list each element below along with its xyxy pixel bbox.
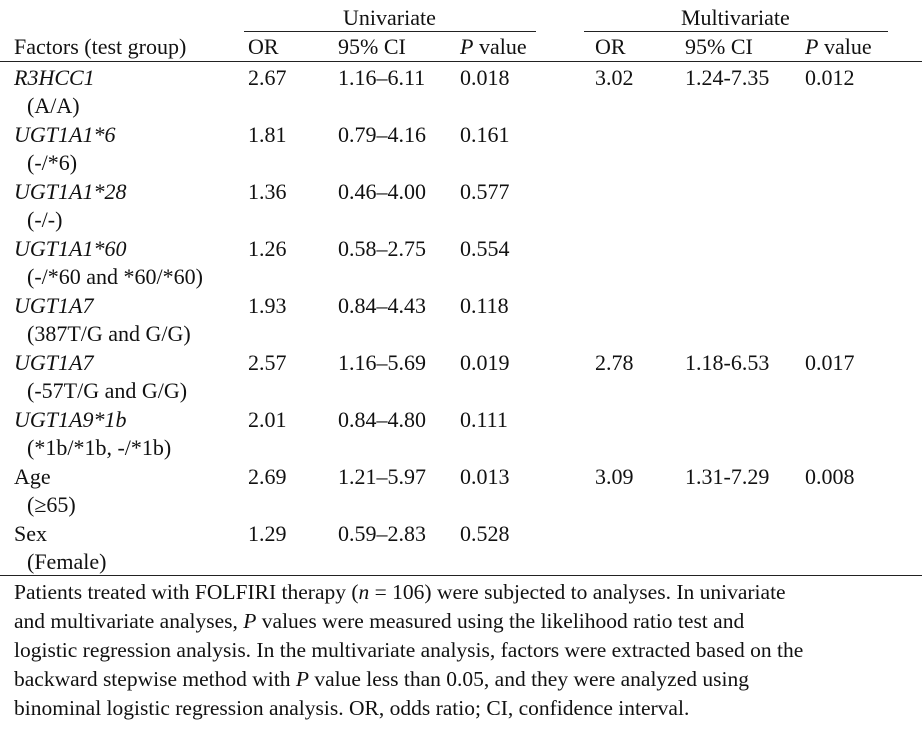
cell-u-p: 0.161	[460, 122, 510, 147]
cell-m-p: 0.017	[805, 350, 855, 375]
factor-test-group: (387T/G and G/G)	[27, 321, 191, 346]
factor-name: UGT1A7	[14, 350, 94, 375]
cell-m-p: 0.012	[805, 65, 855, 90]
cell-u-or: 1.29	[248, 521, 287, 546]
cell-u-p: 0.554	[460, 236, 510, 261]
univariate-underline	[244, 31, 536, 32]
factor-name: R3HCC1	[14, 65, 95, 90]
cell-u-ci: 1.21–5.97	[338, 464, 426, 489]
cell-u-p: 0.577	[460, 179, 510, 204]
factor-test-group: (-/-)	[27, 207, 63, 232]
factor-test-group: (-/*6)	[27, 150, 78, 175]
factor-name: UGT1A1*28	[14, 179, 127, 204]
footnote-text: Patients treated with FOLFIRI therapy (	[14, 580, 359, 604]
cell-u-ci: 0.84–4.80	[338, 407, 426, 432]
cell-u-p: 0.111	[460, 407, 508, 432]
cell-u-or: 1.36	[248, 179, 287, 204]
footnote-text: n	[358, 580, 370, 604]
cell-u-p: 0.013	[460, 464, 510, 489]
header-m-ci: 95% CI	[685, 34, 753, 59]
footnote: Patients treated with FOLFIRI therapy (n…	[14, 578, 918, 723]
cell-u-ci: 0.59–2.83	[338, 521, 426, 546]
footnote-text: P	[295, 667, 309, 691]
factor-test-group: (-57T/G and G/G)	[27, 378, 188, 403]
cell-m-or: 3.02	[595, 65, 634, 90]
cell-u-or: 2.57	[248, 350, 287, 375]
cell-u-ci: 1.16–6.11	[338, 65, 426, 90]
header-rule	[0, 61, 922, 62]
factor-name: UGT1A1*6	[14, 122, 116, 147]
footnote-text: value less than 0.05, and they were anal…	[308, 667, 749, 691]
cell-u-or: 1.26	[248, 236, 287, 261]
header-multivariate: Multivariate	[681, 5, 790, 30]
cell-u-p: 0.528	[460, 521, 510, 546]
footnote-text: logistic regression analysis. In the mul…	[14, 638, 804, 662]
bottom-rule	[0, 575, 922, 576]
cell-u-p: 0.118	[460, 293, 509, 318]
cell-u-ci: 0.79–4.16	[338, 122, 426, 147]
cell-u-p: 0.018	[460, 65, 510, 90]
cell-u-p: 0.019	[460, 350, 510, 375]
factor-name: UGT1A7	[14, 293, 94, 318]
factor-test-group: (A/A)	[27, 93, 80, 118]
cell-u-or: 1.93	[248, 293, 287, 318]
header-u-ci: 95% CI	[338, 34, 406, 59]
factor-test-group: (Female)	[27, 549, 107, 574]
footnote-text: backward stepwise method with	[14, 667, 296, 691]
cell-m-ci: 1.18-6.53	[685, 350, 770, 375]
header-m-or: OR	[595, 34, 626, 59]
cell-u-or: 2.01	[248, 407, 287, 432]
footnote-line: logistic regression analysis. In the mul…	[14, 636, 918, 665]
factor-name: Sex	[14, 521, 47, 546]
factor-test-group: (-/*60 and *60/*60)	[27, 264, 203, 289]
factor-name: UGT1A9*1b	[14, 407, 127, 432]
cell-m-ci: 1.31-7.29	[685, 464, 770, 489]
header-univariate: Univariate	[343, 5, 436, 30]
footnote-line: and multivariate analyses, P values were…	[14, 607, 918, 636]
cell-u-or: 2.69	[248, 464, 287, 489]
cell-m-p: 0.008	[805, 464, 855, 489]
cell-m-ci: 1.24-7.35	[685, 65, 770, 90]
cell-u-or: 1.81	[248, 122, 287, 147]
cell-u-ci: 0.84–4.43	[338, 293, 426, 318]
cell-u-or: 2.67	[248, 65, 287, 90]
factor-name: UGT1A1*60	[14, 236, 127, 261]
header-factors: Factors (test group)	[14, 34, 187, 59]
cell-m-or: 3.09	[595, 464, 634, 489]
cell-u-ci: 0.58–2.75	[338, 236, 426, 261]
cell-m-or: 2.78	[595, 350, 634, 375]
cell-u-ci: 0.46–4.00	[338, 179, 426, 204]
multivariate-underline	[584, 31, 888, 32]
header-u-or: OR	[248, 34, 279, 59]
footnote-line: Patients treated with FOLFIRI therapy (n…	[14, 578, 918, 607]
factor-test-group: (*1b/*1b, -/*1b)	[27, 435, 172, 460]
header-u-p: P value	[460, 34, 527, 59]
footnote-text: and multivariate analyses,	[14, 609, 244, 633]
factor-test-group: (≥65)	[27, 492, 76, 517]
factor-name: Age	[14, 464, 51, 489]
cell-u-ci: 1.16–5.69	[338, 350, 426, 375]
footnote-text: = 106) were subjected to analyses. In un…	[369, 580, 786, 604]
header-m-p: P value	[805, 34, 872, 59]
footnote-line: backward stepwise method with P value le…	[14, 665, 918, 694]
footnote-text: binominal logistic regression analysis. …	[14, 696, 690, 720]
footnote-text: P	[243, 609, 257, 633]
footnote-line: binominal logistic regression analysis. …	[14, 694, 918, 723]
footnote-text: values were measured using the likelihoo…	[256, 609, 745, 633]
